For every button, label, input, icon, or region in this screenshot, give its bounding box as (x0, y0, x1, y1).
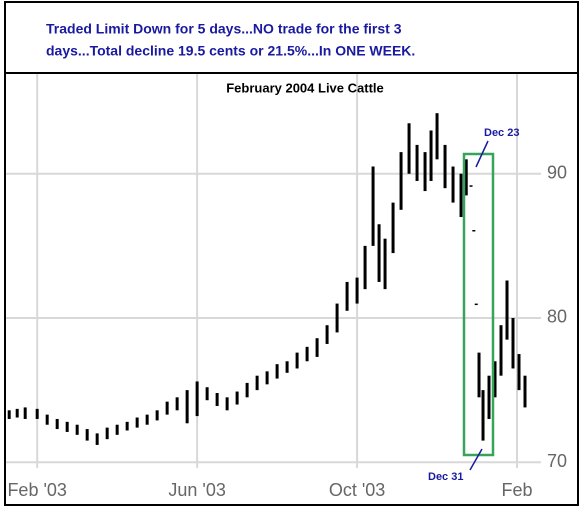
chart-title: February 2004 Live Cattle (226, 80, 384, 95)
headline-box (4, 1, 579, 74)
y-tick-label: 80 (547, 307, 567, 327)
annotation: Dec 23 (484, 127, 519, 139)
y-tick-label: 70 (547, 451, 567, 471)
x-tick-label: Jun '03 (168, 480, 225, 500)
headline: days...Total decline 19.5 cents or 21.5%… (46, 43, 415, 59)
annotation-line (469, 448, 483, 471)
x-tick-label: Oct '03 (329, 480, 385, 500)
headline: Traded Limit Down for 5 days...NO trade … (46, 21, 402, 37)
plot: Feb '03 Jun '03 Oct '03 Feb 70 80 90 (6, 74, 567, 500)
x-tick-label: Feb '03 (7, 480, 66, 500)
annotation-line (475, 140, 489, 168)
annotation: Dec 31 (428, 471, 463, 483)
y-tick-label: 90 (547, 163, 567, 183)
x-tick-label: Feb (501, 480, 532, 500)
